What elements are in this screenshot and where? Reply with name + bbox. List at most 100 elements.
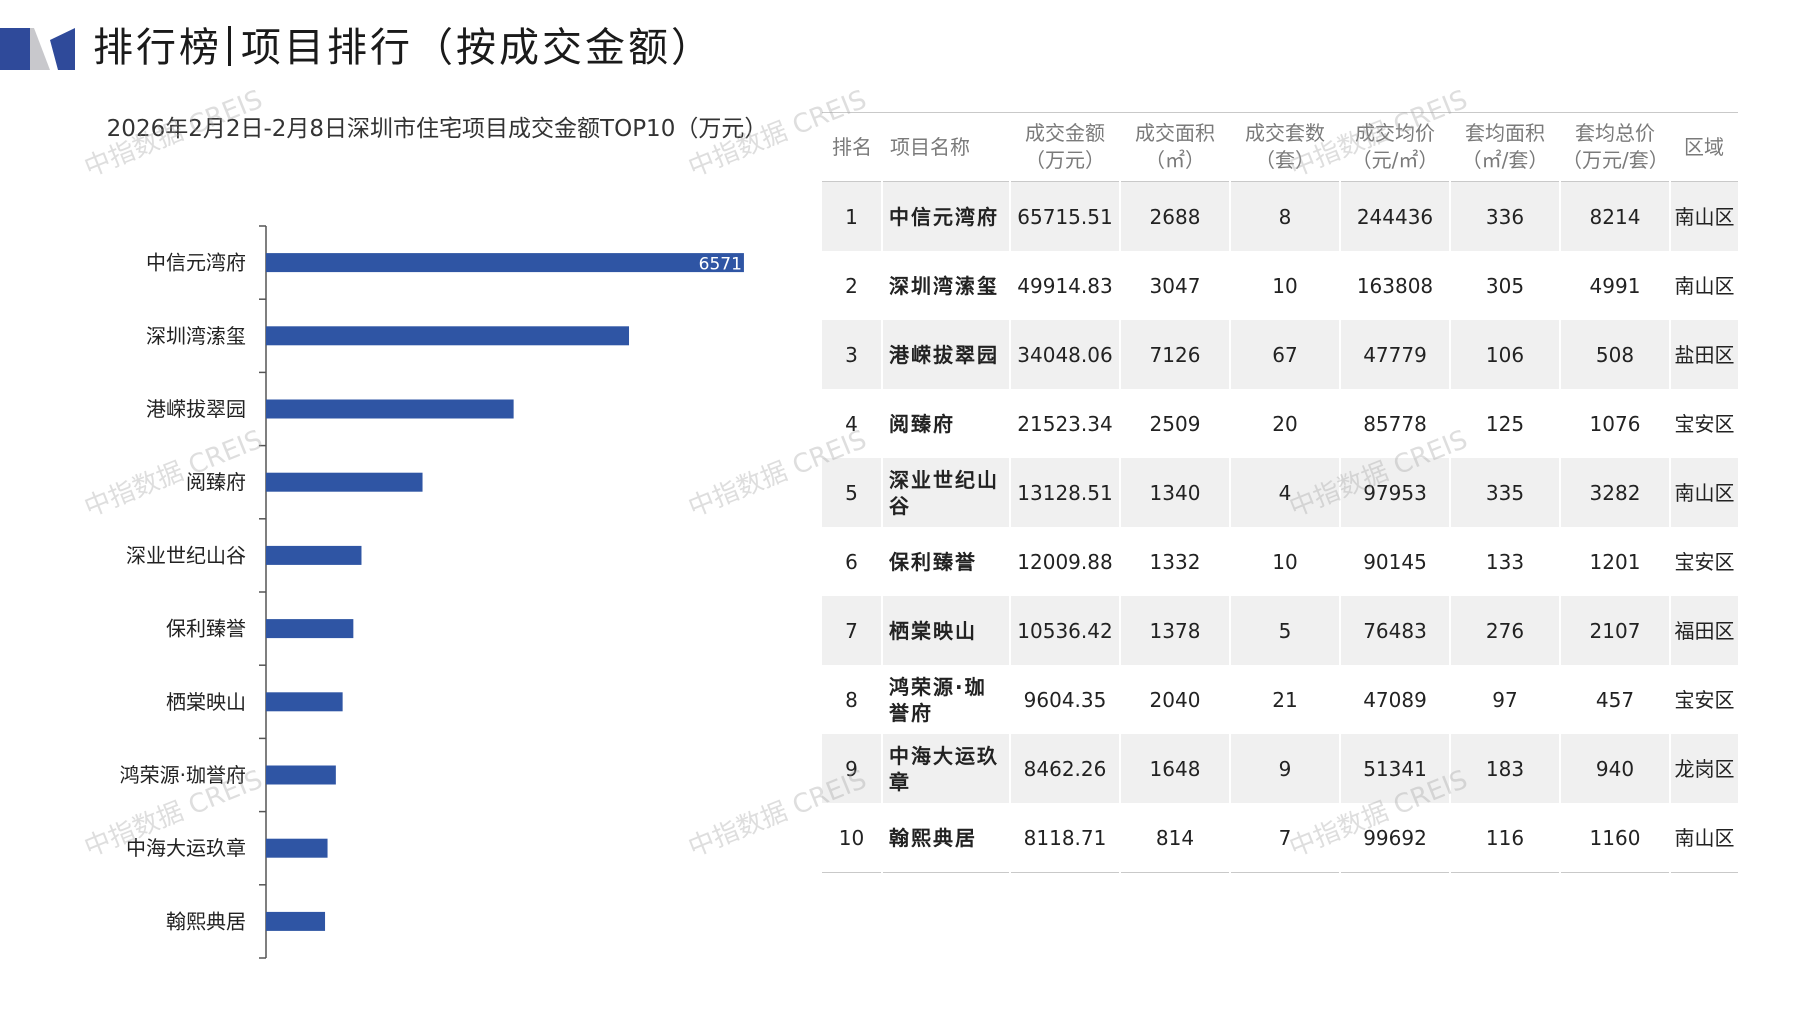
- table-cell: 10: [1229, 251, 1340, 320]
- table-row: 7 栖棠映山 10536.42 1378 5 76483 276 2107 福田区: [822, 596, 1738, 665]
- project-name-cell: 中海大运玖章: [881, 734, 1010, 803]
- column-header: 套均总价 （万元/套）: [1560, 112, 1670, 182]
- table-cell: 福田区: [1669, 596, 1738, 665]
- column-header-line2: （万元/套）: [1562, 148, 1669, 172]
- table-cell: 814: [1119, 803, 1230, 873]
- table-cell: 47089: [1339, 665, 1450, 734]
- table-cell: 8462.26: [1009, 734, 1120, 803]
- bar-7: [266, 692, 343, 712]
- category-label: 保利臻誉: [166, 617, 246, 641]
- table-cell: 8118.71: [1009, 803, 1120, 873]
- column-header: 成交套数 （套）: [1230, 112, 1340, 182]
- project-name-cell: 深圳湾溹玺: [881, 251, 1010, 320]
- project-name-cell: 翰熙典居: [881, 803, 1010, 873]
- table-cell: 133: [1449, 527, 1560, 596]
- column-header: 成交面积 （㎡）: [1120, 112, 1230, 182]
- table-cell: 4: [845, 411, 858, 436]
- table-header-row: 排名 项目名称 成交金额 （万元） 成交面积 （㎡） 成交套数 （套） 成交均价 （元/㎡） 套均面…: [822, 112, 1738, 182]
- table-cell: 2688: [1119, 181, 1230, 251]
- table-cell: 7: [1229, 803, 1340, 873]
- table-cell: 34048.06: [1009, 320, 1120, 389]
- table-cell: 7: [822, 596, 882, 665]
- bar-5: [266, 545, 362, 565]
- bar-2: [266, 326, 630, 346]
- table-cell: 9604.35: [1009, 665, 1120, 734]
- column-header: 项目名称: [882, 112, 1010, 182]
- table-cell: 21523.34: [1009, 389, 1120, 458]
- table-cell: 244436: [1339, 181, 1450, 251]
- bar-9: [266, 838, 328, 858]
- column-header-line2: （万元）: [1025, 148, 1105, 172]
- page-title-part1: 排行榜: [93, 25, 222, 71]
- category-label: 阅臻府: [186, 470, 246, 494]
- column-header: 套均面积 （㎡/套）: [1450, 112, 1560, 182]
- table-cell: 305: [1449, 251, 1560, 320]
- table-cell: 9: [822, 734, 882, 803]
- table-cell: 335: [1449, 458, 1560, 527]
- table-cell: 10: [822, 803, 882, 873]
- table-cell: 99692: [1339, 803, 1450, 873]
- category-label: 深圳湾溹玺: [146, 324, 246, 348]
- header-decoration: [0, 28, 75, 70]
- table-cell: 5: [822, 458, 882, 527]
- table-cell: 97953: [1339, 458, 1450, 527]
- category-label: 中海大运玖章: [126, 836, 246, 860]
- chart-title: 2026年2月2日-2月8日深圳市住宅项目成交金额TOP10（万元）: [106, 116, 768, 142]
- table-cell: 183: [1449, 734, 1560, 803]
- category-label: 鸿荣源·珈誉府: [120, 763, 246, 787]
- table-cell: 508: [1559, 320, 1670, 389]
- table-row: 5 深业世纪山谷 13128.51 1340 4 97953 335 3282 南山区: [822, 458, 1738, 527]
- table-cell: 47779: [1339, 320, 1450, 389]
- table-cell: 2040: [1119, 665, 1230, 734]
- table-cell: 20: [1229, 389, 1340, 458]
- table-cell: 21: [1229, 665, 1340, 734]
- bar-data-label: 6571: [699, 255, 742, 275]
- project-name-cell: 鸿荣源·珈誉府: [881, 665, 1010, 734]
- project-name-cell: 港嵘拔翠园: [881, 320, 1010, 389]
- bar-6: [266, 619, 354, 639]
- column-header-line1: 成交面积: [1135, 121, 1215, 145]
- project-name-cell: 栖棠映山: [881, 596, 1010, 665]
- table-cell: 336: [1449, 181, 1560, 251]
- column-header: 排名: [822, 112, 882, 182]
- bar-1: [266, 253, 744, 273]
- column-header-line1: 项目名称: [890, 134, 970, 159]
- table-cell: 3047: [1119, 251, 1230, 320]
- bar-8: [266, 765, 336, 785]
- table-cell: 116: [1449, 803, 1560, 873]
- table-cell: 106: [1449, 320, 1560, 389]
- table-cell: 南山区: [1669, 181, 1738, 251]
- project-name-cell: 深业世纪山谷: [881, 458, 1010, 527]
- table-cell: 3282: [1559, 458, 1670, 527]
- table-cell: 2107: [1559, 596, 1670, 665]
- table-cell: 276: [1449, 596, 1560, 665]
- ranking-table: 排名 项目名称 成交金额 （万元） 成交面积 （㎡） 成交套数 （套） 成交均价 （元/㎡） 套均面…: [822, 112, 1738, 873]
- column-header-line2: （㎡）: [1145, 148, 1205, 172]
- category-label: 深业世纪山谷: [126, 543, 246, 567]
- table-cell: 6: [845, 549, 858, 574]
- column-header-line1: 成交金额: [1025, 121, 1105, 145]
- table-cell: 940: [1559, 734, 1670, 803]
- bar-10: [266, 911, 326, 931]
- title-separator: [228, 26, 231, 66]
- table-cell: 8: [845, 687, 858, 712]
- project-name-cell: 保利臻誉: [881, 527, 1010, 596]
- table-cell: 1648: [1119, 734, 1230, 803]
- table-cell: 盐田区: [1669, 320, 1738, 389]
- table-cell: 龙岗区: [1669, 734, 1738, 803]
- category-label: 中信元湾府: [146, 251, 246, 275]
- table-row: 8 鸿荣源·珈誉府 9604.35 2040 21 47089 97 457 宝安区: [822, 665, 1738, 734]
- table-cell: 2: [845, 273, 858, 298]
- bar-4: [266, 472, 423, 492]
- category-label: 翰熙典居: [166, 909, 246, 933]
- table-cell: 9: [1229, 734, 1340, 803]
- table-row: 2 深圳湾溹玺 49914.83 3047 10 163808 305 4991 南山区: [822, 251, 1738, 320]
- category-label: 港嵘拔翠园: [146, 397, 246, 421]
- column-header-line2: （㎡/套）: [1461, 148, 1549, 172]
- table-cell: 南山区: [1669, 251, 1738, 320]
- ranking-table-container: 排名 项目名称 成交金额 （万元） 成交面积 （㎡） 成交套数 （套） 成交均价 （元/㎡） 套均面…: [822, 112, 1738, 873]
- table-cell: 3: [822, 320, 882, 389]
- table-cell: 1378: [1119, 596, 1230, 665]
- table-cell: 宝安区: [1669, 389, 1738, 458]
- table-cell: 1340: [1119, 458, 1230, 527]
